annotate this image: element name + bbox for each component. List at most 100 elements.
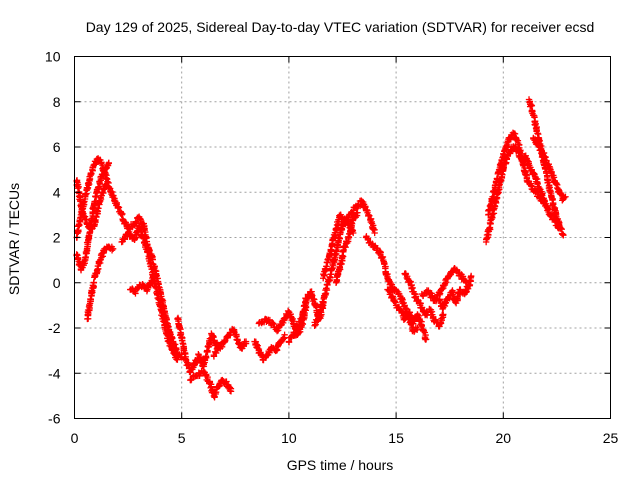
y-tick-label: 8 (53, 94, 61, 110)
data-point (324, 281, 331, 288)
data-point (204, 348, 211, 356)
data-point (174, 356, 181, 363)
data-point (210, 333, 217, 341)
data-point (78, 205, 86, 212)
data-point (233, 333, 240, 340)
data-point (147, 279, 155, 286)
data-point (324, 256, 332, 264)
data-point (111, 195, 118, 202)
data-point (242, 340, 250, 347)
data-point (266, 349, 273, 356)
y-tick-label: 2 (53, 230, 61, 246)
y-tick-label: 4 (53, 184, 61, 200)
data-point (379, 253, 387, 261)
data-point (542, 154, 549, 161)
data-point (536, 184, 543, 192)
data-point (438, 285, 446, 293)
data-point (498, 157, 505, 165)
data-point (557, 191, 565, 198)
data-point (332, 251, 339, 259)
data-point (284, 307, 292, 315)
data-point (273, 327, 281, 335)
data-point (392, 299, 399, 306)
data-point (388, 281, 396, 288)
x-axis-label: GPS time / hours (287, 457, 394, 473)
data-point (542, 200, 550, 207)
data-point (202, 353, 210, 360)
data-point (335, 267, 343, 275)
y-tick-label: -6 (48, 411, 61, 427)
data-point (102, 181, 109, 188)
data-point (316, 311, 323, 318)
data-point (494, 169, 502, 176)
data-point (490, 193, 497, 201)
data-point (489, 196, 496, 204)
y-tick-label: 6 (53, 139, 61, 155)
y-tick-label: 0 (53, 275, 61, 291)
data-point (98, 171, 106, 178)
data-point (279, 319, 287, 327)
data-point (523, 171, 531, 179)
data-point (285, 339, 293, 346)
data-point (151, 275, 158, 282)
axis-ticks: 0 5 10 15 20 25 -6 -4 -2 0 2 4 6 8 10 (45, 49, 619, 447)
data-point (422, 336, 429, 343)
x-tick-label: 15 (388, 430, 404, 446)
data-point (87, 296, 94, 303)
data-point (96, 198, 103, 206)
data-point (76, 214, 84, 222)
data-point (487, 201, 494, 209)
data-point (418, 304, 426, 311)
data-point (418, 321, 425, 329)
data-point (338, 254, 346, 261)
data-point (363, 206, 370, 214)
data-point (439, 314, 447, 321)
data-point (309, 292, 316, 299)
data-point (364, 235, 372, 242)
data-point (82, 191, 89, 198)
data-point (143, 287, 151, 295)
y-tick-label: 10 (45, 49, 61, 65)
data-point (196, 353, 204, 361)
data-point (86, 301, 93, 309)
data-point (152, 272, 159, 279)
data-point (537, 145, 545, 152)
data-point (291, 332, 299, 339)
data-point (110, 192, 117, 199)
data-point (462, 279, 470, 287)
data-point (353, 212, 361, 219)
data-point (254, 344, 261, 352)
data-point (554, 224, 562, 232)
data-points (73, 96, 569, 401)
data-point (312, 321, 319, 328)
data-point (300, 308, 307, 315)
data-point (534, 130, 541, 137)
y-axis-label: SDTVAR / TECUs (6, 183, 22, 295)
data-point (551, 204, 559, 212)
data-point (539, 192, 546, 199)
x-tick-label: 10 (281, 430, 297, 446)
data-point (167, 340, 175, 348)
data-point (488, 198, 495, 205)
x-tick-label: 20 (496, 430, 512, 446)
data-point (212, 388, 220, 396)
data-point (134, 285, 142, 292)
data-point (74, 185, 82, 192)
data-point (77, 214, 85, 221)
data-point (328, 247, 335, 255)
data-point (227, 385, 235, 392)
data-point (108, 247, 116, 254)
data-point (105, 160, 112, 167)
data-point (561, 194, 568, 201)
data-point (118, 209, 125, 217)
data-point (545, 206, 552, 213)
x-tick-label: 5 (178, 430, 186, 446)
data-point (102, 166, 109, 173)
data-point (144, 249, 151, 256)
data-point (420, 327, 428, 335)
data-point (280, 334, 287, 341)
data-point (391, 298, 399, 305)
data-point (86, 175, 94, 183)
data-point (377, 249, 384, 256)
